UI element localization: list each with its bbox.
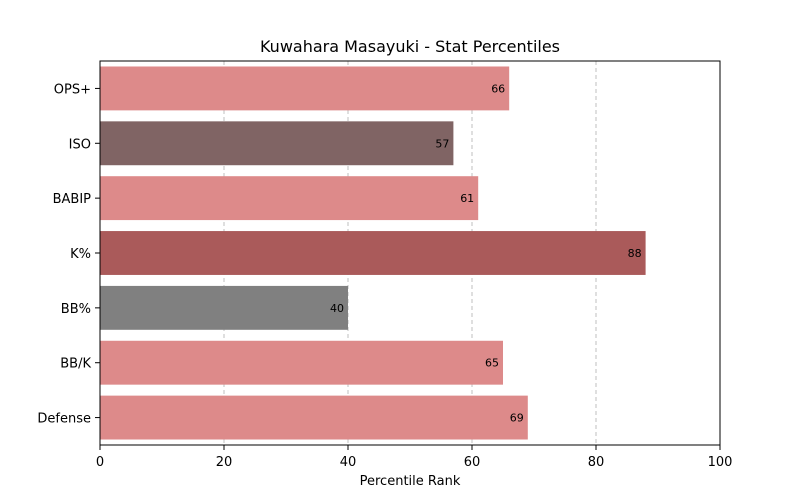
bar [100,231,646,275]
y-tick-label: Defense [37,412,91,427]
y-tick-label: BB/K [60,357,91,372]
bar [100,121,454,166]
bar-value-label: 69 [510,412,524,425]
bar [100,176,479,221]
y-tick-label: OPS+ [54,82,91,97]
y-axis-ticks: OPS+ ISO BABIP K% BB% BB/K Defense [37,82,100,427]
x-tick-label: 100 [708,455,733,470]
x-tick-label: 40 [340,455,357,470]
bar-value-label: 66 [491,82,505,95]
chart-title: Kuwahara Masayuki - Stat Percentiles [260,37,560,56]
bar [100,395,528,440]
bars [100,66,646,440]
x-tick-label: 20 [216,455,233,470]
x-tick-label: 80 [588,455,605,470]
bar-value-label: 40 [330,302,344,315]
y-tick-label: BABIP [53,192,92,207]
bar-value-label: 65 [485,357,499,370]
x-tick-label: 60 [464,455,481,470]
bar [100,66,510,111]
bar-value-label: 57 [435,137,449,150]
bar-value-label: 88 [628,247,642,260]
x-tick-label: 0 [96,455,104,470]
y-tick-label: ISO [69,137,91,152]
y-tick-label: BB% [61,302,91,317]
bar [100,340,503,385]
value-labels: 66 57 61 88 40 65 69 [330,82,642,424]
y-tick-label: K% [70,247,91,262]
x-axis-ticks: 0 20 40 60 80 100 [96,445,733,470]
x-axis-label: Percentile Rank [360,474,461,489]
bar-value-label: 61 [460,192,474,205]
bar [100,285,348,330]
